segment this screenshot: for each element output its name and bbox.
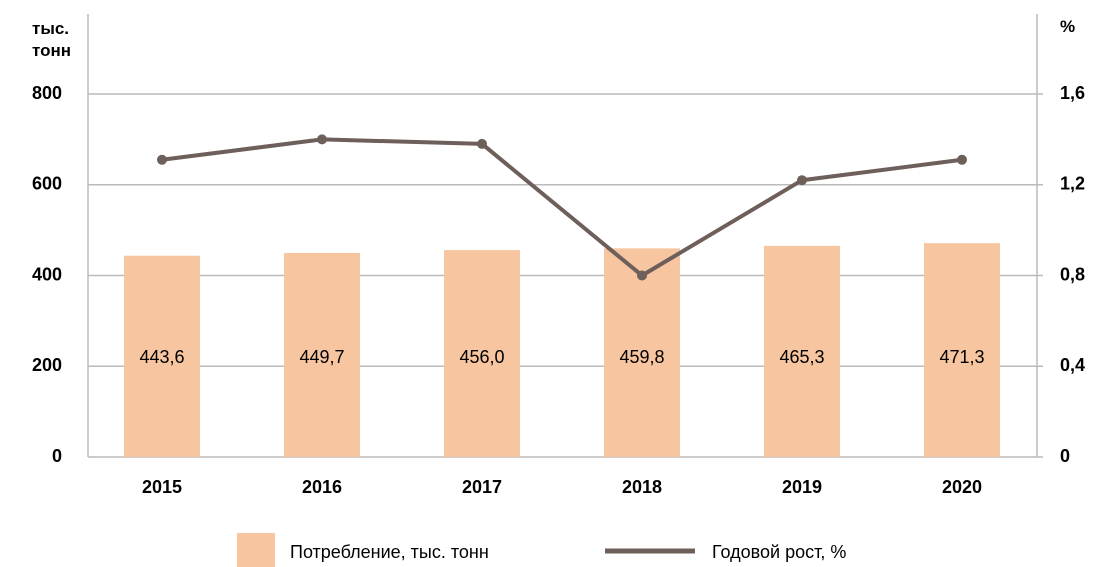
bar-value-label: 456,0 <box>459 347 504 367</box>
line-point <box>797 175 807 186</box>
bar-value-label: 465,3 <box>779 347 824 367</box>
bar <box>284 252 360 457</box>
x-tick-label: 2018 <box>622 477 662 497</box>
bar <box>604 248 680 457</box>
y2-tick-label: 0,4 <box>1060 355 1085 375</box>
line-point <box>957 154 967 165</box>
x-tick-label: 2015 <box>142 477 182 497</box>
y-axis-label: тыс. тонн <box>32 19 72 60</box>
line-point <box>637 270 647 281</box>
bar-value-label: 459,8 <box>619 347 664 367</box>
bar-value-label: 449,7 <box>299 347 344 367</box>
y2-axis-label: % <box>1060 17 1076 36</box>
x-tick-label: 2020 <box>942 477 982 497</box>
line-point <box>477 138 487 149</box>
y-tick-label: 400 <box>32 264 62 284</box>
y2-tick-label: 0,8 <box>1060 264 1085 284</box>
legend-swatch <box>237 533 275 567</box>
y2-tick-label: 0 <box>1060 446 1070 466</box>
y-tick-label: 200 <box>32 355 62 375</box>
bar <box>924 243 1000 457</box>
y2-tick-label: 1,2 <box>1060 174 1085 194</box>
bar <box>764 245 840 457</box>
legend-label: Потребление, тыс. тонн <box>290 542 489 562</box>
bar-value-label: 471,3 <box>939 347 984 367</box>
x-tick-label: 2019 <box>782 477 822 497</box>
bar-value-label: 443,6 <box>139 347 184 367</box>
y2-tick-label: 1,6 <box>1060 83 1085 103</box>
y-tick-label: 0 <box>52 446 62 466</box>
bar <box>124 255 200 457</box>
bar <box>444 250 520 457</box>
y-tick-label: 800 <box>32 83 62 103</box>
x-tick-label: 2016 <box>302 477 342 497</box>
y-tick-label: 600 <box>32 174 62 194</box>
x-tick-label: 2017 <box>462 477 502 497</box>
legend-label: Годовой рост, % <box>712 542 846 562</box>
line-point <box>317 134 327 145</box>
line-point <box>157 154 167 165</box>
line <box>161 137 963 278</box>
